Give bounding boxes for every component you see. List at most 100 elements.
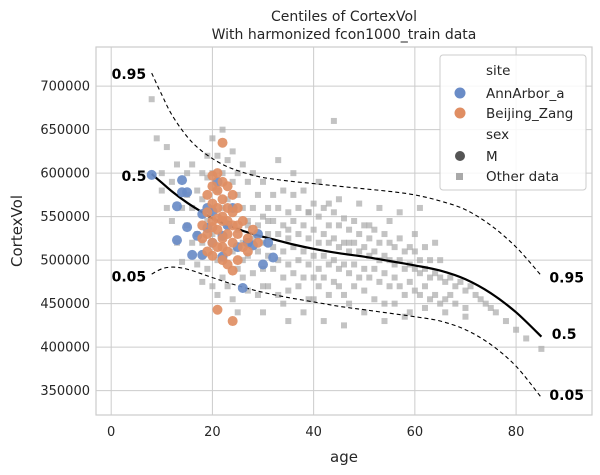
centile-label-left: 0.5 xyxy=(122,169,147,185)
x-tick-label: 20 xyxy=(204,425,221,440)
point-other-data xyxy=(361,222,368,229)
point-other-data xyxy=(346,226,353,233)
point-other-data xyxy=(335,283,342,290)
point-other-data xyxy=(254,248,261,255)
point-other-data xyxy=(351,217,358,224)
point-other-data xyxy=(447,274,454,281)
point-other-data xyxy=(310,274,317,281)
point-other-data xyxy=(189,239,196,246)
point-other-data xyxy=(260,309,267,316)
point-other-data xyxy=(260,283,267,290)
point-other-data xyxy=(376,239,383,246)
x-tick-label: 0 xyxy=(107,425,115,440)
point-other-data xyxy=(371,296,378,303)
points-site-data xyxy=(146,137,279,327)
centile-curve-0-95 xyxy=(151,72,542,277)
point-other-data xyxy=(346,300,353,307)
point-other-data xyxy=(401,313,408,320)
x-tick-label: 60 xyxy=(407,425,424,440)
point-other-data xyxy=(366,274,373,281)
point-other-data xyxy=(361,287,368,294)
point-other-data xyxy=(270,265,277,272)
point-other-data xyxy=(437,300,444,307)
point-other-data xyxy=(371,226,378,233)
point-other-data xyxy=(421,304,428,311)
point-other-data xyxy=(290,170,297,177)
x-axis-label: age xyxy=(330,448,358,466)
point-other-data xyxy=(254,291,261,298)
legend: site AnnArbor_a Beijing_Zang sex M Other… xyxy=(439,54,587,191)
point-annarbor xyxy=(182,222,193,233)
point-other-data xyxy=(406,244,413,251)
point-other-data xyxy=(386,283,393,290)
point-beijing xyxy=(232,220,243,231)
point-other-data xyxy=(295,257,302,264)
point-other-data xyxy=(199,170,206,177)
point-other-data xyxy=(229,296,236,303)
point-other-data xyxy=(285,318,292,325)
y-tick-label: 500000 xyxy=(40,254,90,269)
point-annarbor xyxy=(268,252,279,263)
centile-curves xyxy=(150,72,543,398)
point-other-data xyxy=(416,291,423,298)
legend-hue-title: site xyxy=(486,63,510,79)
point-other-data xyxy=(351,261,358,268)
y-tick-label: 400000 xyxy=(40,341,90,356)
point-other-data xyxy=(214,291,221,298)
point-other-data xyxy=(396,283,403,290)
point-other-data xyxy=(184,170,191,177)
point-other-data xyxy=(280,187,287,194)
point-other-data xyxy=(320,318,327,325)
point-other-data xyxy=(189,204,196,211)
point-other-data xyxy=(330,278,337,285)
point-other-data xyxy=(229,148,236,155)
point-other-data xyxy=(330,117,337,124)
point-other-data xyxy=(366,235,373,242)
chart-title: Centiles of CortexVol xyxy=(271,9,417,25)
point-other-data xyxy=(280,300,287,307)
point-other-data xyxy=(199,196,206,203)
point-other-data xyxy=(325,291,332,298)
point-other-data xyxy=(265,217,272,224)
legend-label-male: M xyxy=(486,149,498,165)
point-other-data xyxy=(270,244,277,251)
point-other-data xyxy=(249,235,256,242)
point-beijing xyxy=(217,242,228,253)
point-other-data xyxy=(224,196,231,203)
point-other-data xyxy=(300,222,307,229)
point-other-data xyxy=(452,300,459,307)
point-other-data xyxy=(341,261,347,268)
point-other-data xyxy=(462,313,469,320)
point-other-data xyxy=(502,318,509,325)
point-other-data xyxy=(315,283,322,290)
point-other-data xyxy=(341,239,347,246)
point-beijing xyxy=(197,233,208,244)
point-other-data xyxy=(254,222,261,229)
point-other-data xyxy=(310,296,317,303)
point-other-data xyxy=(254,191,261,198)
point-other-data xyxy=(315,239,322,246)
point-other-data xyxy=(432,270,439,277)
point-other-data xyxy=(330,209,337,216)
point-other-data xyxy=(315,265,322,272)
point-other-data xyxy=(325,239,332,246)
point-other-data xyxy=(381,231,388,238)
point-other-data xyxy=(168,178,175,185)
point-other-data xyxy=(290,191,297,198)
point-other-data xyxy=(427,257,434,264)
point-other-data xyxy=(330,257,337,264)
point-other-data xyxy=(421,244,428,251)
point-other-data xyxy=(361,244,368,251)
point-other-data xyxy=(320,274,327,281)
point-other-data xyxy=(346,239,353,246)
point-other-data xyxy=(209,231,216,238)
point-other-data xyxy=(153,135,160,142)
point-other-data xyxy=(320,231,327,238)
point-other-data xyxy=(270,191,277,198)
point-other-data xyxy=(199,278,206,285)
legend-style-title: sex xyxy=(486,127,509,143)
y-axis-label: CortexVol xyxy=(8,195,26,267)
point-annarbor xyxy=(187,249,198,260)
point-other-data xyxy=(467,283,474,290)
point-other-data xyxy=(421,265,428,272)
